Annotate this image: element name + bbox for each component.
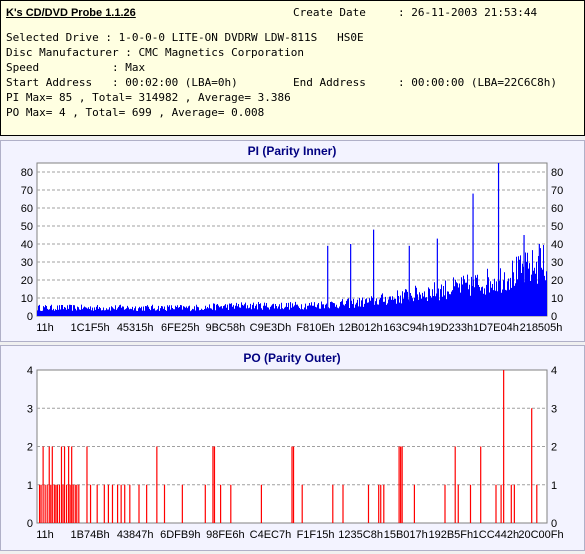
- pi-xtick-label: F810Eh: [296, 322, 335, 334]
- pi-ytick-right: 0: [551, 311, 557, 323]
- pi-bar: [37, 245, 547, 316]
- create-date-label: Create Date: [293, 6, 366, 19]
- po-ytick-right: 0: [551, 518, 557, 530]
- start-address: Start Address : 00:02:00 (LBA=0h): [6, 76, 238, 89]
- pi-ytick-left: 30: [21, 257, 33, 269]
- pi-ytick-left: 20: [21, 275, 33, 287]
- pi-ytick-left: 10: [21, 293, 33, 305]
- pi-chart-panel: PI (Parity Inner) 0 0 10 10 20 20 30 30 40 40 50 50 6…: [0, 140, 585, 342]
- pi-ytick-left: 0: [27, 311, 33, 323]
- po-ytick-left: 3: [27, 403, 33, 415]
- pi-ytick-right: 80: [551, 167, 563, 179]
- pi-xtick-label: C9E3Dh: [250, 322, 292, 334]
- info-panel: K's CD/DVD Probe 1.1.26 Create Date : 26…: [0, 0, 585, 136]
- po-xtick-label: F1F15h: [297, 529, 335, 541]
- po-xtick-label: 1B74Bh: [71, 529, 110, 541]
- pi-ytick-right: 20: [551, 275, 563, 287]
- pi-chart: PI (Parity Inner) 0 0 10 10 20 20 30 30 40 40 50 50 6…: [21, 144, 564, 334]
- pi-ytick-right: 10: [551, 293, 563, 305]
- po-ytick-right: 1: [551, 480, 557, 492]
- po-ytick-right: 3: [551, 403, 557, 415]
- pi-xtick-label: 45315h: [117, 322, 154, 334]
- po-ytick-left: 1: [27, 480, 33, 492]
- po-xtick-label: 20C00Fh: [518, 529, 563, 541]
- po-ytick-left: 4: [27, 365, 33, 377]
- pi-xtick-label: 12B012h: [339, 322, 383, 334]
- pi-ytick-left: 70: [21, 185, 33, 197]
- po-ytick-right: 2: [551, 442, 557, 454]
- pi-xtick-label: 163C94h: [383, 322, 428, 334]
- po-chart-title: PO (Parity Outer): [243, 351, 340, 365]
- end-address-label: End Address: [293, 76, 366, 89]
- app-title: K's CD/DVD Probe 1.1.26: [6, 7, 136, 19]
- selected-drive: Selected Drive : 1-0-0-0 LITE-ON DVDRW L…: [6, 31, 364, 44]
- pi-xtick-label: 1C1F5h: [71, 322, 110, 334]
- pi-ytick-right: 60: [551, 203, 563, 215]
- po-xtick-label: 98FE6h: [206, 529, 245, 541]
- po-xtick-label: 43847h: [117, 529, 154, 541]
- pi-ytick-right: 50: [551, 221, 563, 233]
- po-summary: PO Max= 4 , Total= 699 , Average= 0.008: [6, 106, 265, 119]
- pi-ytick-right: 30: [551, 257, 563, 269]
- pi-xtick-label: 9BC58h: [205, 322, 245, 334]
- pi-plot-area: [36, 162, 548, 317]
- pi-summary: PI Max= 85 , Total= 314982 , Average= 3.…: [6, 91, 291, 104]
- disc-manufacturer: Disc Manufacturer : CMC Magnetics Corpor…: [6, 46, 305, 59]
- pi-ytick-right: 40: [551, 239, 563, 251]
- po-xtick-label: 6DFB9h: [160, 529, 200, 541]
- pi-ytick-right: 70: [551, 185, 563, 197]
- po-ytick-right: 4: [551, 365, 557, 377]
- po-ytick-left: 0: [27, 518, 33, 530]
- po-xtick-label: 15B017h: [384, 529, 428, 541]
- create-date-value: : 26-11-2003 21:53:44: [398, 6, 538, 19]
- po-xtick-label: 192B5Fh: [428, 529, 473, 541]
- po-xtick-label: 1235C8h: [338, 529, 383, 541]
- pi-ytick-left: 40: [21, 239, 33, 251]
- pi-ytick-left: 50: [21, 221, 33, 233]
- pi-xtick-label: 1D7E04h: [473, 322, 519, 334]
- pi-ytick-left: 80: [21, 167, 33, 179]
- po-xtick-label: C4EC7h: [250, 529, 292, 541]
- po-chart-panel: PO (Parity Outer) 0 0 1 1 2 2 3 3 4 4 11h 1B74Bh 4384…: [0, 345, 585, 551]
- pi-xtick-label: 19D233h: [428, 322, 473, 334]
- po-xtick-label: 11h: [36, 529, 54, 541]
- po-chart: PO (Parity Outer) 0 0 1 1 2 2 3 3 4 4 11h 1B74Bh 4384…: [27, 351, 564, 541]
- end-address-value: : 00:00:00 (LBA=22C6C8h): [398, 76, 557, 89]
- pi-xtick-label: 218505h: [520, 322, 563, 334]
- pi-xtick-label: 11h: [36, 322, 54, 334]
- pi-xtick-label: 6FE25h: [161, 322, 200, 334]
- speed: Speed : Max: [6, 61, 146, 74]
- po-ytick-left: 2: [27, 442, 33, 454]
- pi-chart-title: PI (Parity Inner): [248, 144, 337, 158]
- pi-ytick-left: 60: [21, 203, 33, 215]
- po-xtick-label: 1CC442h: [473, 529, 519, 541]
